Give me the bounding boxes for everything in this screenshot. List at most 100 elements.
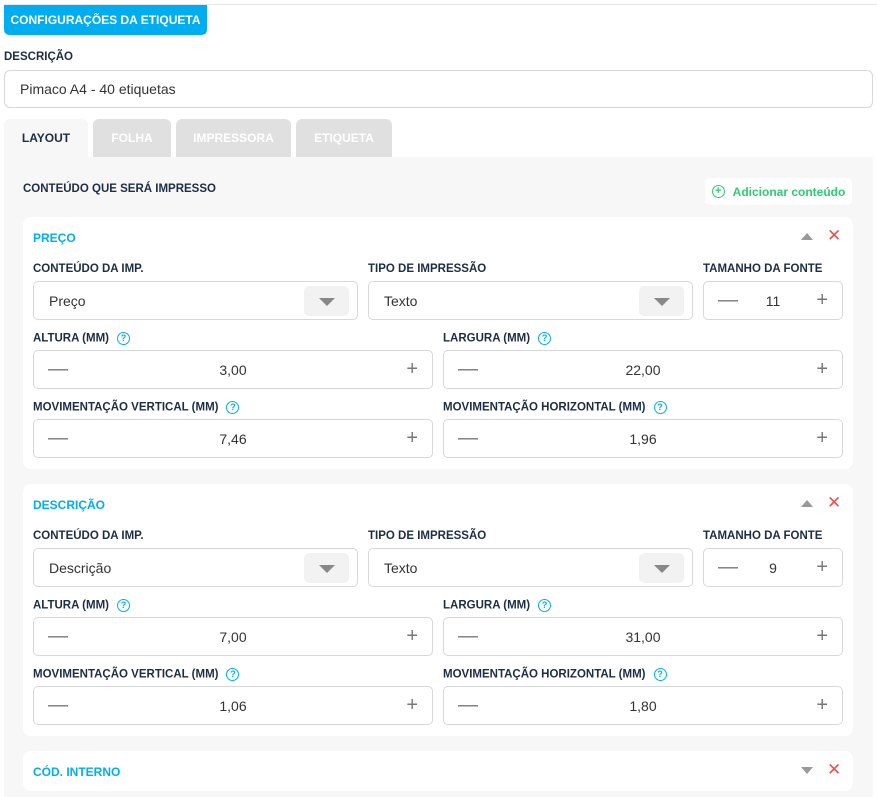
minus-button[interactable]: —: [718, 556, 738, 578]
help-icon[interactable]: ?: [226, 401, 240, 414]
help-icon[interactable]: ?: [226, 668, 240, 681]
expand-icon[interactable]: [801, 767, 813, 774]
content-card: PREÇO ✕ CONTEÚDO DA IMP. TIPO DE IMPRESSÃO T…: [23, 217, 853, 469]
chevron-down-icon[interactable]: [304, 286, 349, 316]
plus-button[interactable]: +: [816, 694, 828, 716]
minus-button[interactable]: —: [48, 625, 68, 647]
print-type-select[interactable]: Texto: [368, 548, 693, 587]
print-type-label: TIPO DE IMPRESSÃO: [368, 263, 486, 275]
vertical-label-text: MOVIMENTAÇÃO VERTICAL (MM): [33, 401, 219, 414]
vertical-stepper-value: 1,06: [219, 697, 247, 714]
help-icon[interactable]: ?: [117, 599, 131, 612]
horizontal-stepper-value: 1,80: [629, 697, 657, 714]
plus-button[interactable]: +: [816, 556, 828, 578]
top-divider: [4, 4, 877, 5]
content-select[interactable]: Descrição: [33, 548, 358, 587]
width-label-text: LARGURA (MM): [443, 332, 531, 345]
add-content-button[interactable]: + Adicionar conteúdo: [705, 178, 852, 205]
vertical-stepper-value: 7,46: [219, 430, 247, 447]
tab-layout[interactable]: LAYOUT: [4, 119, 88, 157]
card-title: PREÇO: [33, 231, 76, 245]
font-size-stepper-value: 11: [765, 292, 781, 309]
description-input[interactable]: Pimaco A4 - 40 etiquetas: [4, 70, 873, 108]
plus-circle-icon: +: [711, 185, 725, 198]
horizontal-label-text: MOVIMENTAÇÃO HORIZONTAL (MM): [443, 668, 646, 681]
minus-button[interactable]: —: [48, 694, 68, 716]
horizontal-stepper-value: 1,96: [629, 430, 657, 447]
minus-button[interactable]: —: [48, 358, 68, 380]
print-type-select-value: Texto: [384, 292, 418, 309]
help-icon[interactable]: ?: [538, 332, 552, 345]
plus-button[interactable]: +: [816, 427, 828, 449]
font-size-label: TAMANHO DA FONTE: [703, 263, 822, 275]
horizontal-stepper[interactable]: — 1,96 +: [443, 419, 843, 458]
tab-etiqueta[interactable]: ETIQUETA: [296, 119, 392, 157]
tab-folha[interactable]: FOLHA: [93, 119, 171, 157]
height-stepper-value: 3,00: [219, 361, 247, 378]
plus-button[interactable]: +: [816, 289, 828, 311]
plus-button[interactable]: +: [406, 625, 418, 647]
collapse-icon[interactable]: [801, 233, 813, 240]
vertical-stepper[interactable]: — 7,46 +: [33, 419, 433, 458]
vertical-stepper[interactable]: — 1,06 +: [33, 686, 433, 725]
content-label-text: CONTEÚDO DA IMP.: [33, 530, 144, 542]
layout-panel: CONTEÚDO QUE SERÁ IMPRESSO + Adicionar c…: [4, 157, 873, 797]
font-size-stepper[interactable]: — 9 +: [703, 548, 843, 587]
label-settings-button[interactable]: CONFIGURAÇÕES DA ETIQUETA: [4, 5, 207, 35]
chevron-down-icon[interactable]: [639, 553, 684, 583]
print-type-select-value: Texto: [384, 559, 418, 576]
width-stepper[interactable]: — 31,00 +: [443, 617, 843, 656]
width-label-text: LARGURA (MM): [443, 599, 531, 612]
minus-button[interactable]: —: [48, 427, 68, 449]
minus-button[interactable]: —: [458, 427, 478, 449]
tab-impressora[interactable]: IMPRESSORA: [176, 119, 291, 157]
height-stepper[interactable]: — 7,00 +: [33, 617, 433, 656]
minus-button[interactable]: —: [458, 625, 478, 647]
font-size-stepper[interactable]: — 11 +: [703, 281, 843, 320]
content-select-value: Preço: [49, 292, 86, 309]
plus-button[interactable]: +: [816, 358, 828, 380]
chevron-down-icon[interactable]: [639, 286, 684, 316]
help-icon[interactable]: ?: [653, 401, 667, 414]
horizontal-stepper[interactable]: — 1,80 +: [443, 686, 843, 725]
plus-button[interactable]: +: [406, 694, 418, 716]
close-icon[interactable]: ✕: [827, 493, 842, 512]
print-type-select[interactable]: Texto: [368, 281, 693, 320]
content-card: DESCRIÇÃO ✕ CONTEÚDO DA IMP. TIPO DE IMPRES…: [23, 484, 853, 736]
height-stepper[interactable]: — 3,00 +: [33, 350, 433, 389]
minus-button[interactable]: —: [458, 694, 478, 716]
help-icon[interactable]: ?: [117, 332, 131, 345]
print-type-label-text: TIPO DE IMPRESSÃO: [368, 530, 487, 542]
horizontal-label-text: MOVIMENTAÇÃO HORIZONTAL (MM): [443, 401, 646, 414]
horizontal-label: MOVIMENTAÇÃO HORIZONTAL (MM)?: [443, 401, 667, 414]
vertical-label: MOVIMENTAÇÃO VERTICAL (MM)?: [33, 401, 240, 414]
plus-button[interactable]: +: [406, 427, 418, 449]
content-select[interactable]: Preço: [33, 281, 358, 320]
help-icon[interactable]: ?: [653, 668, 667, 681]
vertical-label: MOVIMENTAÇÃO VERTICAL (MM)?: [33, 668, 240, 681]
close-icon[interactable]: ✕: [827, 760, 842, 779]
height-label-text: ALTURA (MM): [33, 599, 110, 612]
vertical-label-text: MOVIMENTAÇÃO VERTICAL (MM): [33, 668, 219, 681]
plus-button[interactable]: +: [406, 358, 418, 380]
minus-button[interactable]: —: [458, 358, 478, 380]
height-label-text: ALTURA (MM): [33, 332, 110, 345]
content-label: CONTEÚDO DA IMP.: [33, 263, 144, 275]
description-label: DESCRIÇÃO: [4, 51, 74, 63]
content-label-text: CONTEÚDO DA IMP.: [33, 263, 144, 275]
content-select-value: Descrição: [49, 559, 112, 576]
card-title: CÓD. INTERNO: [33, 765, 121, 779]
font-size-label-text: TAMANHO DA FONTE: [703, 530, 823, 542]
width-label: LARGURA (MM)?: [443, 332, 552, 345]
font-size-label-text: TAMANHO DA FONTE: [703, 263, 823, 275]
font-size-stepper-value: 9: [769, 559, 777, 576]
chevron-down-icon[interactable]: [304, 553, 349, 583]
help-icon[interactable]: ?: [538, 599, 552, 612]
close-icon[interactable]: ✕: [827, 226, 842, 245]
width-stepper[interactable]: — 22,00 +: [443, 350, 843, 389]
print-type-label: TIPO DE IMPRESSÃO: [368, 530, 486, 542]
content-label: CONTEÚDO DA IMP.: [33, 530, 144, 542]
plus-button[interactable]: +: [816, 625, 828, 647]
minus-button[interactable]: —: [718, 289, 738, 311]
collapse-icon[interactable]: [801, 500, 813, 507]
